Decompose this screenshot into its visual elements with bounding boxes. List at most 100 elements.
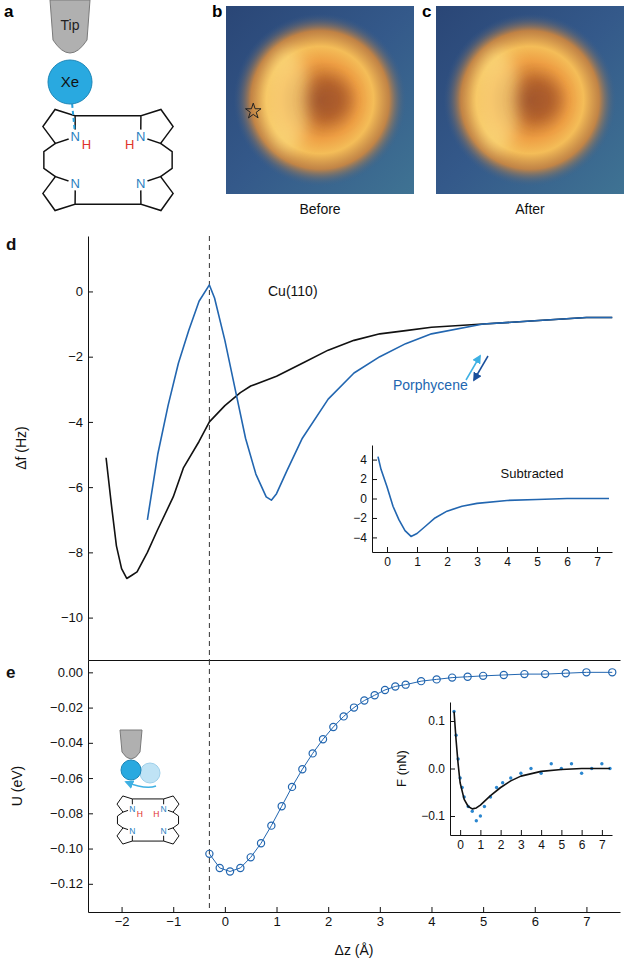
data-line xyxy=(454,712,610,809)
tick-label: 0 xyxy=(457,838,464,852)
nitrogen-label: N xyxy=(161,826,167,836)
nitrogen-label: N xyxy=(129,804,135,814)
tick-label: 5 xyxy=(534,555,541,569)
tick-label: −0.02 xyxy=(50,700,83,715)
tick-label: 5 xyxy=(559,838,566,852)
tick: −0.1 xyxy=(421,809,455,823)
tip xyxy=(120,730,142,759)
atom-ground xyxy=(134,130,148,144)
tick: 3 xyxy=(518,830,525,852)
xe-atom xyxy=(48,60,92,104)
data-dot xyxy=(550,762,553,765)
ring-centre xyxy=(309,79,350,120)
data-marker xyxy=(340,713,347,720)
nitrogen-label: N xyxy=(71,129,80,144)
tick: 4 xyxy=(504,547,511,569)
data-dot xyxy=(471,810,474,813)
tick-label: −0.06 xyxy=(50,771,83,786)
xe-atom-moved xyxy=(140,763,160,783)
tick-label: 2 xyxy=(444,555,451,569)
tick-label: 6 xyxy=(579,838,586,852)
data-marker xyxy=(278,803,285,810)
data-marker xyxy=(268,822,275,829)
plot-area xyxy=(206,660,616,912)
tick-mark xyxy=(88,849,93,850)
data-marker xyxy=(247,854,254,861)
tick-label: 4 xyxy=(428,914,435,929)
chart: 0.00−0.02−0.04−0.06−0.08−0.10−0.12−2−101… xyxy=(6,660,621,958)
tick: 1 xyxy=(273,907,280,929)
tick: 3 xyxy=(377,907,384,929)
ring-highlight xyxy=(475,49,520,151)
data-marker xyxy=(464,673,471,680)
data-line xyxy=(147,285,612,520)
tick-mark xyxy=(521,830,522,835)
tick-mark xyxy=(417,547,418,552)
tick-label: 0 xyxy=(222,914,229,929)
tick-label: 0.00 xyxy=(58,665,83,680)
tick-mark xyxy=(372,518,377,519)
tick: 7 xyxy=(594,547,601,569)
atom-ground xyxy=(128,826,137,835)
series-label: Porphycene xyxy=(393,377,468,393)
data-marker xyxy=(226,868,233,875)
axis-line xyxy=(89,660,621,661)
atom-ground xyxy=(159,804,168,813)
chart: −4−202401234567Subtracted xyxy=(353,446,612,569)
tick-mark xyxy=(450,816,455,817)
panel-letter: b xyxy=(212,2,222,21)
bridge xyxy=(173,812,179,828)
tick: 5 xyxy=(534,547,541,569)
molecule-ring xyxy=(234,14,407,187)
tick: −8 xyxy=(68,545,93,560)
reference-line xyxy=(209,660,210,912)
tick-mark xyxy=(567,547,568,552)
tick: 0 xyxy=(360,492,377,506)
tick-label: −2 xyxy=(115,914,130,929)
tick: 0 xyxy=(222,907,229,929)
tick-label: 2 xyxy=(498,838,505,852)
stm-image-panel: cAfter xyxy=(422,2,624,217)
nitrogen-label: N xyxy=(136,176,145,191)
data-line xyxy=(209,672,612,871)
tick: −6 xyxy=(68,480,93,495)
data-marker xyxy=(449,674,456,681)
nitrogen-label: N xyxy=(71,176,80,191)
data-marker xyxy=(583,669,590,676)
tick-label: 1 xyxy=(414,555,421,569)
tick-label: 7 xyxy=(599,838,606,852)
image-ground xyxy=(436,6,624,194)
atom-ground xyxy=(159,826,168,835)
tick-label: −0.10 xyxy=(50,841,83,856)
tick-label: 7 xyxy=(594,555,601,569)
tick-mark xyxy=(537,547,538,552)
data-dot xyxy=(529,767,532,770)
stm-image xyxy=(436,6,624,194)
tick: −0.12 xyxy=(50,876,93,891)
tick-label: 3 xyxy=(518,838,525,852)
tick-label: 0 xyxy=(76,284,83,299)
tick: −2 xyxy=(68,349,93,364)
hydrogen-label: H xyxy=(137,809,143,819)
tick-mark xyxy=(535,907,536,912)
tick-mark xyxy=(507,547,508,552)
tick-mark xyxy=(88,743,93,744)
ring-centre xyxy=(519,79,560,120)
tick-label: 3 xyxy=(474,555,481,569)
tick-mark xyxy=(387,547,388,552)
axis: −2−101234567 xyxy=(89,907,621,929)
bond xyxy=(75,115,141,116)
data-marker xyxy=(542,670,549,677)
approach-arrow xyxy=(466,356,480,380)
tick: 0.00 xyxy=(58,665,93,680)
tick: 0.0 xyxy=(428,762,455,776)
hydrogen-label: H xyxy=(153,809,159,819)
tick-mark xyxy=(372,479,377,480)
tick: −4 xyxy=(68,415,93,430)
tick-mark xyxy=(372,537,377,538)
data-marker xyxy=(562,670,569,677)
tick-label: 0.0 xyxy=(428,762,445,776)
tick-mark xyxy=(88,487,93,488)
tick: −4 xyxy=(353,531,377,545)
xe-label: Xe xyxy=(61,73,79,90)
